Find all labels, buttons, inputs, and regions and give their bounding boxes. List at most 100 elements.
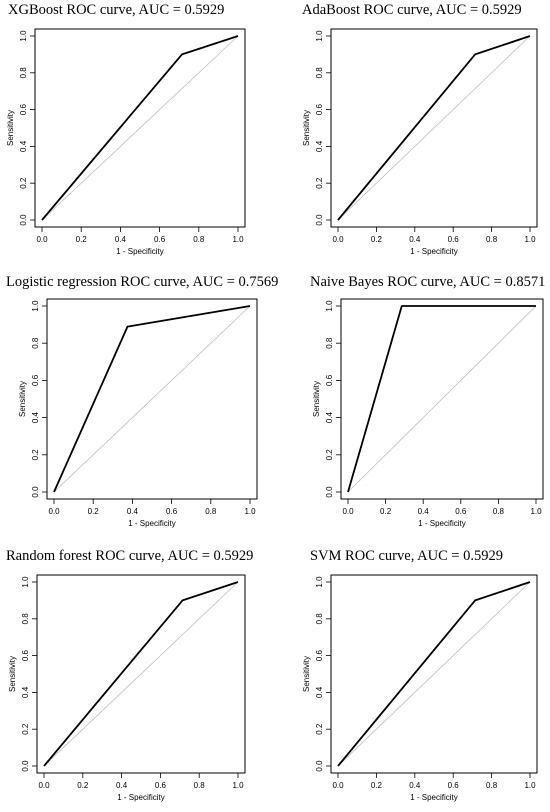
- chart-title: Logistic regression ROC curve, AUC = 0.7…: [6, 274, 279, 290]
- x-axis-label: 1 - Specificity: [410, 247, 458, 256]
- y-tick-label: 1.0: [19, 30, 28, 42]
- roc-plot-adaboost: 0.0 0.0 0.2 0.2 0.4 0.4 0.6 0.6 0.8 0.8 1.0 1.0 1 - …: [302, 28, 538, 256]
- reference-diagonal: [41, 35, 239, 221]
- y-tick-label: 0.2: [21, 723, 30, 735]
- y-tick-label: 0.4: [315, 140, 324, 152]
- x-tick-label: 0.0: [332, 781, 344, 790]
- panel-adaboost: AdaBoost ROC curve, AUC = 0.5929 0.0 0.0 0…: [280, 2, 545, 264]
- y-tick-label: 0.8: [325, 337, 334, 349]
- reference-diagonal: [347, 305, 537, 493]
- x-tick-label: 1.0: [524, 235, 536, 244]
- x-tick-label: 0.4: [409, 235, 421, 244]
- x-tick-label: 0.0: [48, 507, 60, 516]
- x-tick-label: 0.8: [193, 235, 205, 244]
- x-tick-label: 0.2: [76, 235, 88, 244]
- y-tick-label: 0.2: [315, 723, 324, 735]
- y-tick-label: 0.6: [315, 649, 324, 661]
- y-tick-label: 0.6: [325, 374, 334, 386]
- y-tick-label: 0.4: [325, 411, 334, 423]
- x-axis-label: 1 - Specificity: [418, 519, 466, 528]
- roc-plot-logistic-regression: 0.0 0.0 0.2 0.2 0.4 0.4 0.6 0.6 0.8 0.8 1.0 1.0 1 - …: [18, 298, 258, 528]
- y-tick-label: 0.6: [21, 649, 30, 661]
- x-tick-label: 0.8: [493, 507, 505, 516]
- reference-diagonal: [337, 35, 531, 221]
- y-tick-label: 0.4: [19, 140, 28, 152]
- x-tick-label: 0.4: [127, 507, 139, 516]
- y-tick-label: 0.2: [31, 449, 40, 461]
- y-tick-label: 0.2: [19, 177, 28, 189]
- y-tick-label: 0.2: [325, 449, 334, 461]
- panel-logistic-regression: Logistic regression ROC curve, AUC = 0.7…: [6, 274, 278, 536]
- y-tick-label: 0.2: [315, 177, 324, 189]
- x-tick-label: 0.6: [448, 235, 460, 244]
- x-tick-label: 0.0: [36, 235, 48, 244]
- x-tick-label: 0.2: [88, 507, 100, 516]
- chart-title: Naive Bayes ROC curve, AUC = 0.8571: [310, 274, 546, 290]
- y-tick-label: 0.0: [21, 760, 30, 772]
- y-tick-label: 0.8: [315, 613, 324, 625]
- roc-plot-random-forest: 0.0 0.0 0.2 0.2 0.4 0.4 0.6 0.6 0.8 0.8 1.0 1.0 1 - …: [8, 574, 246, 802]
- x-tick-label: 0.2: [371, 235, 383, 244]
- y-tick-label: 1.0: [31, 300, 40, 312]
- x-tick-label: 1.0: [524, 781, 536, 790]
- x-tick-label: 0.4: [116, 781, 128, 790]
- x-tick-label: 0.0: [342, 507, 354, 516]
- x-tick-label: 0.4: [115, 235, 127, 244]
- x-tick-label: 0.6: [448, 781, 460, 790]
- roc-plot-svm: 0.0 0.0 0.2 0.2 0.4 0.4 0.6 0.6 0.8 0.8 1.0 1.0 1 - …: [302, 574, 538, 802]
- x-tick-label: 0.0: [332, 235, 344, 244]
- roc-plot-xgboost: 0.0 0.0 0.2 0.2 0.4 0.4 0.6 0.6 0.8 0.8 1.0 1.0 1 - …: [6, 28, 246, 256]
- y-tick-label: 0.6: [31, 374, 40, 386]
- y-axis-label: Sensitivity: [8, 656, 17, 692]
- y-tick-label: 1.0: [21, 576, 30, 588]
- x-tick-label: 0.6: [154, 235, 166, 244]
- panel-random-forest: Random forest ROC curve, AUC = 0.5929 0.…: [6, 548, 266, 810]
- x-tick-label: 0.4: [418, 507, 430, 516]
- chart-title: XGBoost ROC curve, AUC = 0.5929: [8, 2, 225, 18]
- x-tick-label: 0.8: [205, 507, 217, 516]
- y-tick-label: 1.0: [325, 300, 334, 312]
- y-tick-label: 0.4: [315, 686, 324, 698]
- reference-diagonal: [43, 581, 239, 767]
- chart-title: AdaBoost ROC curve, AUC = 0.5929: [302, 2, 522, 18]
- y-tick-label: 1.0: [315, 30, 324, 42]
- x-tick-label: 1.0: [530, 507, 542, 516]
- y-axis-label: Sensitivity: [302, 110, 311, 146]
- x-tick-label: 0.8: [194, 781, 206, 790]
- x-tick-label: 1.0: [244, 507, 256, 516]
- x-tick-label: 0.2: [380, 507, 392, 516]
- x-tick-label: 0.4: [409, 781, 421, 790]
- x-tick-label: 0.8: [486, 781, 498, 790]
- y-tick-label: 0.0: [315, 214, 324, 226]
- x-tick-label: 0.2: [77, 781, 89, 790]
- y-tick-label: 0.4: [31, 411, 40, 423]
- y-axis-label: Sensitivity: [6, 110, 15, 146]
- x-tick-label: 0.0: [38, 781, 50, 790]
- y-tick-label: 0.6: [315, 103, 324, 115]
- y-tick-label: 1.0: [315, 576, 324, 588]
- y-axis-label: Sensitivity: [312, 381, 321, 417]
- y-tick-label: 0.4: [21, 686, 30, 698]
- x-tick-label: 0.6: [155, 781, 167, 790]
- x-tick-label: 1.0: [232, 781, 244, 790]
- x-axis-label: 1 - Specificity: [117, 793, 165, 802]
- y-tick-label: 0.0: [19, 214, 28, 226]
- x-tick-label: 0.8: [486, 235, 498, 244]
- y-axis-label: Sensitivity: [18, 381, 27, 417]
- y-tick-label: 0.0: [325, 486, 334, 498]
- y-tick-label: 0.0: [315, 760, 324, 772]
- panel-xgboost: XGBoost ROC curve, AUC = 0.5929 0.0 0.0 0.…: [6, 2, 266, 264]
- panel-svm: SVM ROC curve, AUC = 0.5929 0.0 0.0 0.2 0.2…: [280, 548, 545, 810]
- chart-title: SVM ROC curve, AUC = 0.5929: [310, 548, 504, 564]
- x-tick-label: 1.0: [232, 235, 244, 244]
- y-tick-label: 0.8: [19, 67, 28, 79]
- x-axis-label: 1 - Specificity: [116, 247, 164, 256]
- reference-diagonal: [337, 581, 531, 767]
- y-tick-label: 0.8: [31, 337, 40, 349]
- y-tick-label: 0.6: [19, 103, 28, 115]
- chart-title: Random forest ROC curve, AUC = 0.5929: [6, 548, 254, 564]
- x-tick-label: 0.6: [455, 507, 467, 516]
- x-tick-label: 0.6: [166, 507, 178, 516]
- roc-plot-naive-bayes: 0.0 0.0 0.2 0.2 0.4 0.4 0.6 0.6 0.8 0.8 1.0 1.0 1 - …: [312, 298, 544, 528]
- x-tick-label: 0.2: [371, 781, 383, 790]
